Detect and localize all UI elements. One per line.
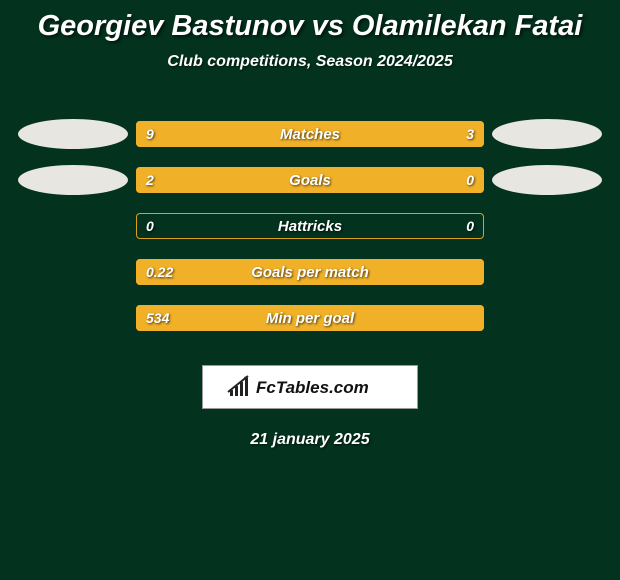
stat-label: Matches	[136, 121, 484, 147]
stat-row: Goals per match0.22	[10, 249, 610, 295]
stat-label: Goals per match	[136, 259, 484, 285]
brand-box: FcTables.com	[202, 365, 418, 409]
left-club-badge	[18, 165, 128, 195]
right-value: 0	[466, 213, 474, 239]
stat-bar: Matches9 3	[136, 121, 484, 147]
right-value: 0	[466, 167, 474, 193]
stat-row: Min per goal534	[10, 295, 610, 341]
date-text: 21 january 2025	[0, 431, 620, 449]
stat-bar: Goals per match0.22	[136, 259, 484, 285]
subtitle: Club competitions, Season 2024/2025	[0, 53, 620, 71]
right-club-badge	[492, 165, 602, 195]
right-club-badge	[492, 119, 602, 149]
left-value: 534	[146, 305, 169, 331]
brand-text: FcTables.com	[256, 378, 369, 397]
stat-row: Matches9 3	[10, 111, 610, 157]
right-value: 3	[466, 121, 474, 147]
stat-label: Goals	[136, 167, 484, 193]
left-value: 2	[146, 167, 154, 193]
stat-bar: Hattricks0 0	[136, 213, 484, 239]
left-value: 0	[146, 213, 154, 239]
stat-bar: Goals2 0	[136, 167, 484, 193]
stat-rows: Matches93Goals20Hattricks00Goals per mat…	[0, 111, 620, 341]
stat-label: Min per goal	[136, 305, 484, 331]
stat-row: Hattricks0 0	[10, 203, 610, 249]
stat-row: Goals2 0	[10, 157, 610, 203]
left-value: 0.22	[146, 259, 173, 285]
left-club-badge	[18, 119, 128, 149]
stat-bar: Min per goal534	[136, 305, 484, 331]
left-value: 9	[146, 121, 154, 147]
page-title: Georgiev Bastunov vs Olamilekan Fatai	[0, 0, 620, 43]
fctables-logo-icon: FcTables.com	[220, 372, 400, 402]
stat-label: Hattricks	[136, 213, 484, 239]
